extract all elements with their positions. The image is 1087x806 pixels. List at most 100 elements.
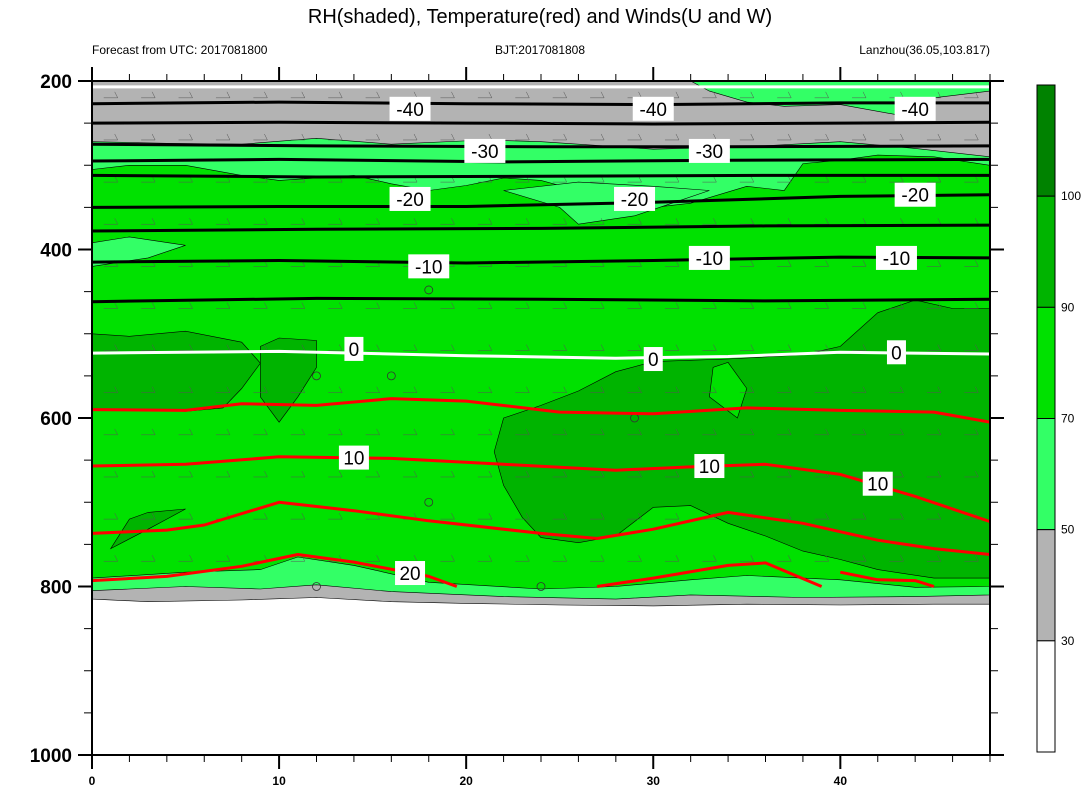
wind-barb-feather (526, 344, 530, 351)
wind-barb-feather (226, 470, 231, 478)
wind-barb-feather (862, 344, 867, 351)
wind-barb-feather (189, 133, 193, 141)
wind-barb-feather (825, 344, 829, 351)
contour-label: -40 (894, 96, 936, 121)
contour-label: 10 (338, 445, 369, 470)
wind-barb-feather (264, 91, 268, 98)
wind-barb-feather (488, 302, 493, 309)
contour-label: -20 (894, 182, 936, 207)
wind-barb-feather (750, 260, 755, 267)
wind-barb-feather (413, 555, 418, 562)
contour-label-text: -40 (640, 100, 667, 121)
wind-barb-feather (526, 470, 530, 478)
colorbar-swatch (1036, 418, 1056, 531)
x-tick-label: 0 (89, 774, 96, 788)
wind-barb-feather (338, 91, 343, 98)
wind-barb-feather (638, 512, 642, 520)
wind-barb-feather (563, 555, 567, 562)
isotherm-minus-10 (92, 255, 990, 265)
wind-barb-feather (451, 470, 455, 478)
wind-barb-feather (151, 470, 156, 478)
wind-barb-feather (937, 386, 942, 393)
wind-barb-feather (975, 428, 979, 435)
wind-barb-feather (413, 218, 418, 225)
wind-barb-feather (488, 344, 493, 351)
wind-barb-feather (226, 91, 231, 98)
wind-barb-feather (862, 218, 867, 225)
contour-label-text: -30 (471, 142, 498, 163)
contour-label-text: -30 (696, 142, 723, 163)
wind-barb-feather (226, 386, 231, 393)
wind-barb-feather (413, 470, 418, 478)
contour-labels: -40 -40 -40 -30 -30 -20 -20 -20 -10 -10 -10 0 0 0 10 10… (338, 96, 936, 586)
colorbar-tick-label: 70 (1061, 412, 1075, 426)
wind-barb-feather (787, 555, 792, 562)
wind-barb-feather (825, 133, 829, 141)
contour-label-box (894, 96, 936, 121)
contour-label: 0 (886, 340, 906, 365)
wind-barb-feather (301, 344, 306, 351)
contour-label-text: 10 (343, 449, 364, 470)
wind-barb-feather (750, 470, 755, 478)
rh-wet-core-low (109, 508, 186, 550)
wind-barb-feather (264, 344, 268, 351)
wind-barb-feather (975, 555, 979, 562)
wind-barb-feather (301, 302, 306, 309)
contour-label: 20 (395, 561, 426, 586)
wind-barb-feather (862, 260, 867, 267)
wind-barb-feather (264, 512, 268, 520)
wind-barb-feather (563, 344, 567, 351)
wind-barb-feather (376, 428, 380, 435)
wind-barb-feather (600, 386, 605, 393)
wind-barb-feather (114, 133, 118, 141)
wind-barb-feather (825, 302, 829, 309)
wind-barb-feather (787, 260, 792, 267)
wind-barb-feather (376, 470, 380, 478)
wind-barb-feather (376, 218, 380, 225)
contour-label-box (643, 347, 663, 372)
wind-barb-feather (862, 512, 867, 520)
wind-barb-feather (451, 512, 455, 520)
wind-barb-feather (787, 344, 792, 351)
wind-barb-feather (451, 386, 455, 393)
wind-barb-feather (900, 218, 904, 225)
wind-barb-feather (151, 218, 156, 225)
wind-barb-feather (413, 302, 418, 309)
wind-barb-feather (451, 218, 455, 225)
wind-barb-feather (750, 302, 755, 309)
contour-label: 0 (344, 336, 364, 361)
wind-barb-feather (638, 302, 642, 309)
calm-wind-circle (536, 582, 546, 591)
contour-label-box (389, 186, 431, 211)
wind-barb-feather (301, 386, 306, 393)
wind-barb-feather (787, 133, 792, 141)
wind-barb-feather (600, 344, 605, 351)
wind-barb-feather (900, 175, 904, 183)
wind-barb-feather (975, 302, 979, 309)
wind-barb-feather (600, 133, 605, 141)
contour-label-box (688, 138, 730, 163)
wind-barb-feather (862, 91, 867, 98)
isotherm-20-b (596, 561, 823, 588)
wind-barb-feather (488, 428, 493, 435)
wind-barb-feather (937, 470, 942, 478)
wind-barb-feather (600, 470, 605, 478)
wind-barb-feather (114, 175, 118, 183)
contour-label-box (632, 96, 674, 121)
wind-barb-feather (338, 133, 343, 141)
wind-barb-feather (413, 428, 418, 435)
wind-barb-feather (937, 260, 942, 267)
colorbar-swatch (1036, 306, 1056, 420)
wind-barb-feather (451, 302, 455, 309)
wind-barb-feather (151, 555, 156, 562)
wind-barb-feather (713, 428, 717, 435)
wind-barb-feather (713, 302, 717, 309)
contour-label-box (875, 245, 917, 270)
rh-wet-core-mid (260, 337, 317, 423)
wind-barb-feather (638, 218, 642, 225)
wind-barb-feather (675, 386, 680, 393)
colorbar-tick-label: 30 (1061, 634, 1075, 648)
colorbar-tick-label: 50 (1061, 523, 1075, 537)
wind-barb-feather (900, 555, 904, 562)
